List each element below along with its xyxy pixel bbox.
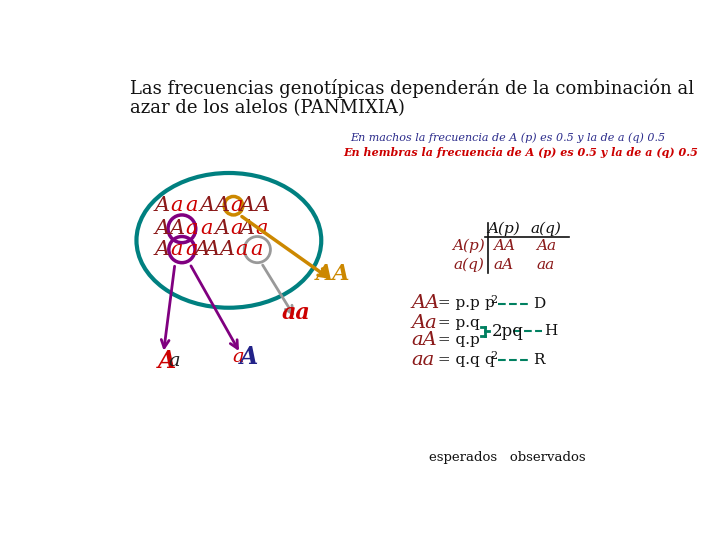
Text: a: a — [170, 196, 182, 215]
Text: Aa: Aa — [536, 239, 556, 253]
Text: 2: 2 — [490, 295, 498, 305]
Text: A: A — [205, 240, 220, 259]
Text: 2: 2 — [490, 351, 498, 361]
Text: a: a — [235, 240, 248, 259]
Text: En machos la frecuencia de A (p) es 0.5 y la de a (q) 0.5: En machos la frecuencia de A (p) es 0.5 … — [350, 132, 665, 143]
Text: = p.p: = p.p — [433, 296, 480, 310]
Text: a(q): a(q) — [454, 258, 485, 272]
Text: A(p): A(p) — [487, 221, 520, 236]
Text: a: a — [200, 219, 212, 238]
Text: p: p — [485, 296, 494, 310]
Text: a: a — [170, 240, 182, 259]
Text: AA: AA — [411, 294, 440, 313]
Text: aA: aA — [494, 258, 514, 272]
Text: A: A — [240, 346, 258, 369]
Text: a: a — [250, 240, 263, 259]
Text: A: A — [215, 196, 230, 215]
Text: A(p): A(p) — [451, 239, 485, 253]
Text: = q.q: = q.q — [433, 353, 480, 367]
Text: AA: AA — [492, 239, 515, 253]
Text: A: A — [195, 240, 210, 259]
Text: a: a — [230, 196, 243, 215]
Text: AA: AA — [315, 263, 350, 285]
Text: a: a — [255, 219, 268, 238]
Text: D: D — [533, 296, 545, 310]
Text: A: A — [155, 219, 170, 238]
Text: a: a — [168, 352, 181, 370]
Text: A: A — [215, 219, 230, 238]
Text: A: A — [158, 349, 176, 373]
Text: azar de los alelos (PANMIXIA): azar de los alelos (PANMIXIA) — [130, 99, 405, 117]
Text: aa: aa — [537, 258, 555, 272]
Text: aA: aA — [411, 332, 437, 349]
Text: a: a — [185, 240, 197, 259]
Text: A: A — [155, 240, 170, 259]
Text: A: A — [155, 196, 170, 215]
Text: esperados   observados: esperados observados — [429, 451, 586, 464]
Text: A: A — [240, 219, 255, 238]
Text: En hembras la frecuencia de A (p) es 0.5 y la de a (q) 0.5: En hembras la frecuencia de A (p) es 0.5… — [343, 147, 698, 158]
Text: Las frecuencias genotípicas dependerán de la combinación al: Las frecuencias genotípicas dependerán d… — [130, 79, 694, 98]
Text: aa: aa — [282, 302, 310, 324]
Text: A: A — [255, 196, 270, 215]
Text: = p.q: = p.q — [433, 316, 480, 330]
Text: A: A — [200, 196, 215, 215]
Text: Aa: Aa — [411, 314, 437, 332]
Text: A: A — [220, 240, 235, 259]
Text: a: a — [185, 196, 197, 215]
Text: 2pq: 2pq — [492, 323, 524, 340]
Text: A: A — [240, 196, 255, 215]
Text: a(q): a(q) — [531, 221, 562, 236]
Text: q: q — [485, 353, 494, 367]
Text: A: A — [170, 219, 185, 238]
Text: H: H — [544, 324, 558, 338]
Text: = q.p: = q.p — [433, 334, 480, 347]
Text: R: R — [533, 353, 544, 367]
Text: aa: aa — [411, 350, 435, 369]
Text: a: a — [230, 219, 243, 238]
Text: a: a — [232, 348, 243, 367]
Text: a: a — [185, 219, 197, 238]
